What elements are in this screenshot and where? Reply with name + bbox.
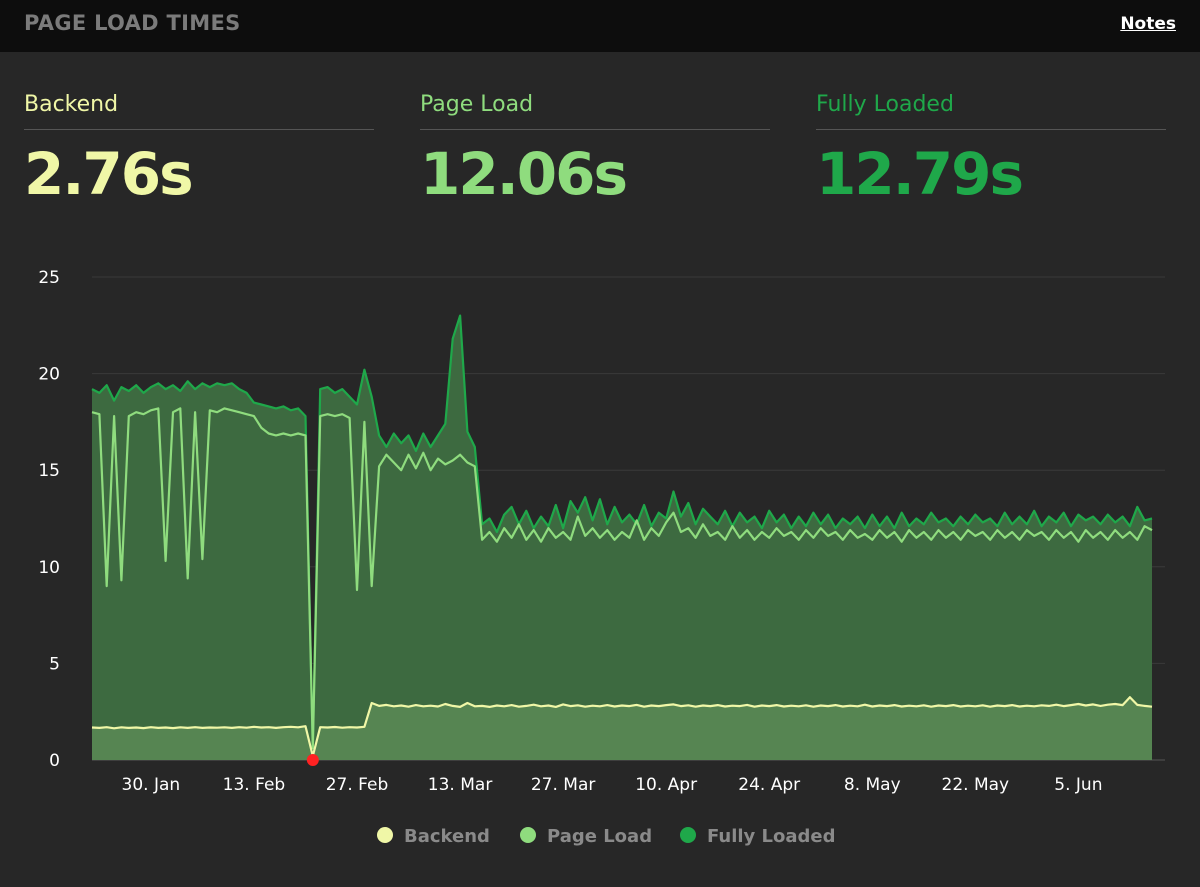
legend-label-backend: Backend — [404, 826, 490, 847]
x-tick-label: 5. Jun — [1054, 775, 1102, 795]
line-fully-loaded — [91, 314, 1153, 750]
page-title: PAGE LOAD TIMES — [24, 11, 241, 35]
y-tick-label: 0 — [49, 751, 60, 771]
x-tick-label: 24. Apr — [738, 775, 800, 795]
x-tick-label: 8. May — [844, 775, 901, 795]
x-tick-label: 22. May — [942, 775, 1010, 795]
metric-page-load-label: Page Load — [420, 92, 770, 130]
x-tick-label: 27. Feb — [326, 775, 389, 795]
metric-fully-loaded-value: 12.79s — [816, 140, 1024, 208]
area-backend — [92, 697, 1152, 760]
x-tick-label: 13. Feb — [223, 775, 286, 795]
y-axis: 0 5 10 15 20 25 — [38, 268, 60, 771]
metric-page-load: Page Load 12.06s — [420, 92, 770, 208]
x-tick-label: 30. Jan — [122, 775, 181, 795]
metric-backend: Backend 2.76s — [24, 92, 374, 208]
legend-dot-page-load — [520, 827, 536, 843]
legend-label-fully-loaded: Fully Loaded — [707, 826, 836, 847]
series-layer — [91, 314, 1153, 760]
x-tick-label: 10. Apr — [635, 775, 697, 795]
metric-fully-loaded-label: Fully Loaded — [816, 92, 1166, 130]
y-tick-label: 15 — [38, 461, 60, 481]
page-load-chart: 0 5 10 15 20 25 30. Jan 13. Feb 27. Feb 13. Mar 2… — [38, 268, 1165, 847]
line-page-load — [91, 407, 1153, 750]
y-tick-label: 5 — [49, 654, 60, 674]
y-tick-label: 10 — [38, 558, 60, 578]
header-bar: PAGE LOAD TIMES Notes — [0, 0, 1200, 52]
metric-backend-label: Backend — [24, 92, 374, 130]
y-tick-label: 20 — [38, 365, 60, 385]
legend-dot-backend — [377, 827, 393, 843]
metric-backend-value: 2.76s — [24, 140, 194, 208]
x-tick-label: 27. Mar — [531, 775, 596, 795]
y-tick-label: 25 — [38, 268, 60, 288]
legend-label-page-load: Page Load — [547, 826, 652, 847]
line-backend — [91, 696, 1153, 758]
metric-fully-loaded: Fully Loaded 12.79s — [816, 92, 1166, 208]
x-tick-label: 13. Mar — [428, 775, 493, 795]
annotation-marker — [306, 754, 319, 766]
x-axis: 30. Jan 13. Feb 27. Feb 13. Mar 27. Mar 10. A… — [122, 775, 1103, 795]
annotations — [306, 754, 319, 766]
notes-link[interactable]: Notes — [1120, 14, 1176, 34]
legend: Backend Page Load Fully Loaded — [377, 826, 836, 847]
metric-page-load-value: 12.06s — [420, 140, 628, 208]
area-fully-loaded — [92, 315, 1152, 760]
legend-dot-fully-loaded — [680, 827, 696, 843]
